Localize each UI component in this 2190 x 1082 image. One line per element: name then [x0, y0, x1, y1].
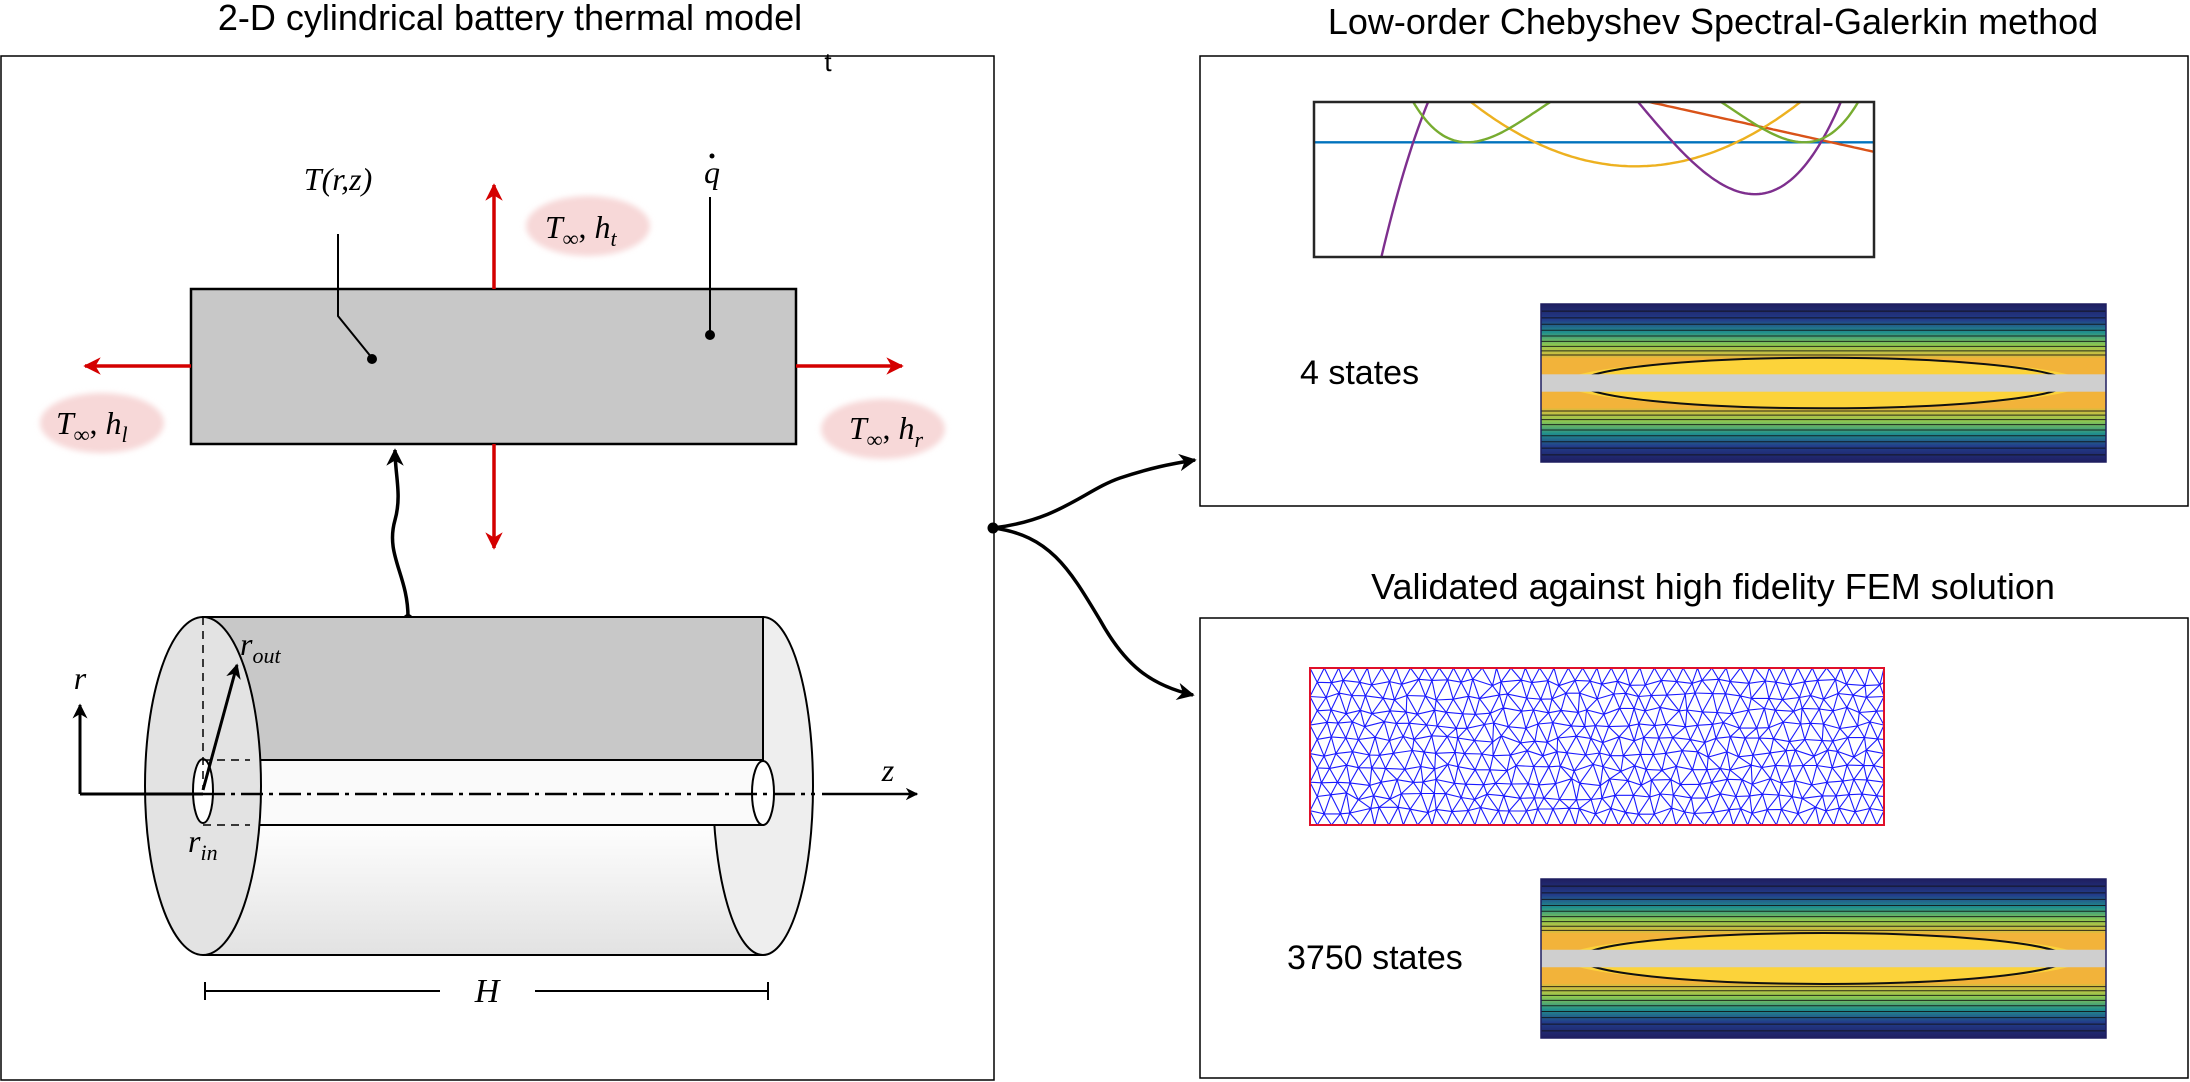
bottom-contour-field	[1540, 878, 2107, 1039]
basis-curve-2	[1468, 102, 1803, 168]
battery-cylinder	[144, 616, 814, 956]
temperature-point	[367, 354, 377, 364]
stray-mark: t	[824, 47, 832, 77]
temperature-leader-line	[337, 234, 373, 359]
bottom-right-frame	[1199, 617, 2189, 1079]
fem-mesh-edges	[1309, 667, 1885, 826]
left-panel-frame	[0, 55, 995, 1081]
r-in-label: rin	[188, 823, 218, 865]
top-right-panel: Low-order Chebyshev Spectral-Galerkin me…	[1199, 1, 2189, 507]
fem-mesh	[1309, 667, 1885, 826]
svg-text:T∞, hl: T∞, hl	[56, 405, 128, 447]
heat-source-dot-accent	[709, 153, 715, 159]
top-right-frame	[1199, 55, 2189, 507]
bottom-right-title: Validated against high fidelity FEM solu…	[1371, 566, 2055, 607]
left-panel: 2-D cylindrical battery thermal model t …	[0, 0, 995, 1081]
top-contour-field	[1540, 303, 2107, 463]
r-axis-label: r	[74, 660, 87, 696]
basis-function-plot	[1312, 100, 1876, 259]
top-boundary-blob: T∞, ht	[526, 196, 650, 256]
height-label: H	[474, 973, 502, 1010]
r-out-label: rout	[240, 626, 281, 668]
temperature-field-label: T(r,z)	[304, 161, 372, 197]
basis-curve-3	[1380, 102, 1843, 257]
section-to-model-arrow	[386, 448, 410, 618]
right-boundary-blob: T∞, hr	[821, 399, 945, 459]
basis-curve-1	[1643, 102, 1874, 153]
left-panel-title: 2-D cylindrical battery thermal model	[218, 0, 802, 38]
z-axis-label: z	[881, 752, 895, 788]
bottom-states-label: 3750 states	[1287, 939, 1463, 977]
left-boundary-blob: T∞, hl	[40, 393, 164, 453]
top-right-title: Low-order Chebyshev Spectral-Galerkin me…	[1328, 1, 2098, 42]
branch-connector	[987, 453, 1197, 700]
bottom-right-panel: Validated against high fidelity FEM solu…	[1199, 566, 2189, 1079]
heat-source-point	[705, 330, 715, 340]
basis-curve-4	[1411, 102, 1860, 144]
top-states-label: 4 states	[1300, 354, 1419, 392]
svg-text:T∞, hr: T∞, hr	[849, 410, 923, 452]
basis-plot-frame	[1312, 100, 1876, 259]
cross-section-rect	[189, 287, 798, 446]
svg-text:T∞, ht: T∞, ht	[545, 209, 617, 251]
fem-mesh-border	[1309, 667, 1885, 826]
heat-source-label: q	[704, 154, 720, 190]
